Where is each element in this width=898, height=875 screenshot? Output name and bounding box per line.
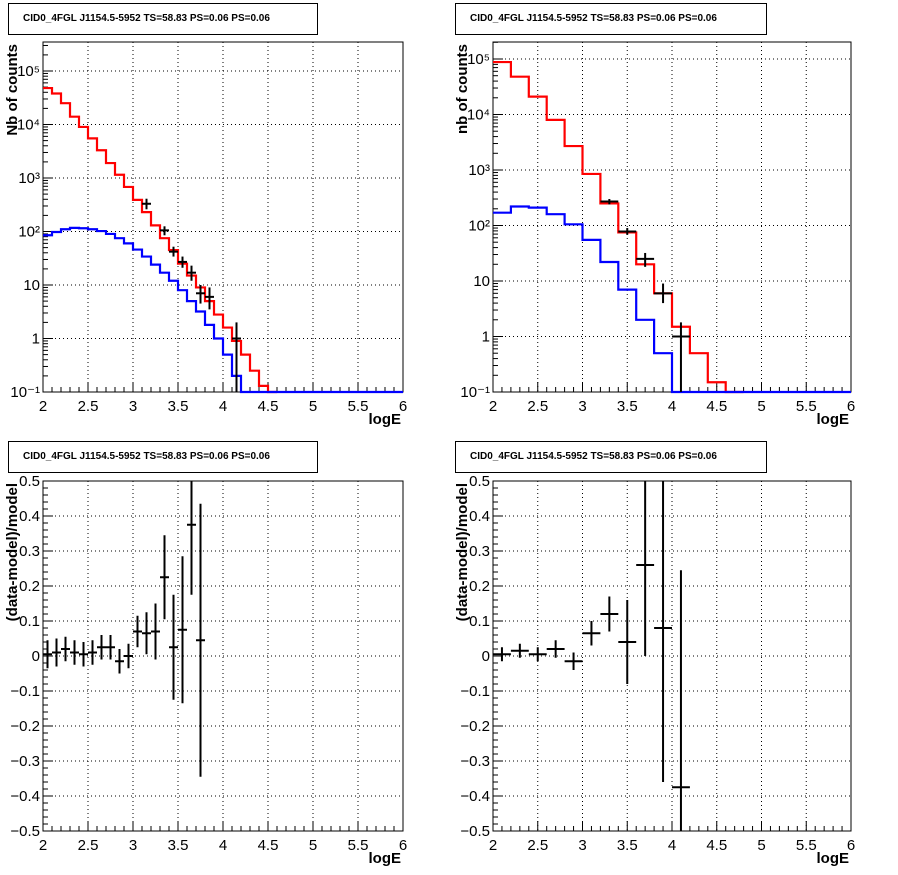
- y-tick-label: 10⁵: [17, 63, 40, 80]
- y-tick-label: 10²: [468, 218, 490, 235]
- x-axis-label: logE: [369, 850, 402, 867]
- x-tick-label: 3: [129, 837, 137, 854]
- y-tick-label: −0.3: [10, 753, 40, 770]
- model-total-line: [493, 60, 744, 394]
- model-background-line: [493, 205, 851, 394]
- x-tick-label: 4: [219, 398, 227, 415]
- y-tick-label: 10²: [18, 224, 40, 241]
- x-tick-label: 2.5: [78, 837, 99, 854]
- x-tick-label: 4.5: [258, 837, 279, 854]
- x-tick-label: 5.5: [348, 837, 369, 854]
- x-tick-label: 3.5: [168, 398, 189, 415]
- chart-title-bottom-left: CID0_4FGL J1154.5-5952 TS=58.83 PS=0.06 …: [8, 441, 318, 473]
- x-tick-label: 3: [578, 837, 586, 854]
- x-tick-label: 3.5: [168, 837, 189, 854]
- y-tick-label: 10⁴: [467, 107, 490, 124]
- x-tick-label: 2.5: [527, 398, 548, 415]
- x-tick-label: 3.5: [617, 837, 638, 854]
- y-tick-label: −0.5: [10, 823, 40, 840]
- y-tick-label: 1: [32, 331, 40, 348]
- y-tick-label: 10⁻¹: [460, 384, 490, 401]
- x-axis-label: logE: [817, 411, 850, 428]
- x-tick-label: 5.5: [796, 398, 817, 415]
- x-tick-label: 5: [757, 837, 765, 854]
- x-tick-label: 3: [129, 398, 137, 415]
- chart-title-top-left: CID0_4FGL J1154.5-5952 TS=58.83 PS=0.06 …: [8, 3, 318, 35]
- x-tick-label: 5: [309, 837, 317, 854]
- y-tick-label: 0.5: [469, 473, 490, 490]
- x-tick-label: 4: [219, 837, 227, 854]
- model-background-line: [43, 226, 403, 394]
- y-tick-label: 0.1: [19, 613, 40, 630]
- y-axis-label: Nb of counts: [4, 44, 21, 136]
- y-tick-label: 0: [32, 648, 40, 665]
- y-tick-label: 10³: [18, 170, 40, 187]
- y-tick-label: 1: [482, 329, 490, 346]
- x-tick-label: 2: [489, 837, 497, 854]
- x-tick-label: 6: [847, 398, 855, 415]
- y-tick-label: 0.3: [469, 543, 490, 560]
- x-tick-label: 3: [578, 398, 586, 415]
- chart-title-top-right: CID0_4FGL J1154.5-5952 TS=58.83 PS=0.06 …: [455, 3, 767, 35]
- y-tick-label: −0.3: [460, 753, 490, 770]
- y-tick-label: 10⁴: [17, 117, 40, 134]
- x-tick-label: 4.5: [706, 398, 727, 415]
- y-tick-label: 0.3: [19, 543, 40, 560]
- y-tick-label: 0.1: [469, 613, 490, 630]
- x-tick-label: 4.5: [258, 398, 279, 415]
- x-axis-label: logE: [817, 850, 850, 867]
- y-tick-label: 0: [482, 648, 490, 665]
- y-tick-label: 10⁻¹: [10, 384, 40, 401]
- y-tick-label: 0.4: [19, 508, 40, 525]
- x-axis-label: logE: [369, 411, 402, 428]
- x-tick-label: 6: [399, 398, 407, 415]
- x-tick-label: 6: [399, 837, 407, 854]
- x-tick-label: 6: [847, 837, 855, 854]
- y-tick-label: 10: [23, 277, 40, 294]
- x-tick-label: 2: [39, 837, 47, 854]
- y-tick-label: −0.4: [10, 788, 40, 805]
- x-tick-label: 3.5: [617, 398, 638, 415]
- y-tick-label: 10: [473, 273, 490, 290]
- x-tick-label: 5.5: [348, 398, 369, 415]
- y-axis-label: (data-model)/model: [4, 483, 21, 621]
- x-tick-label: 5: [757, 398, 765, 415]
- y-axis-label: nb of counts: [454, 44, 471, 134]
- x-tick-label: 4.5: [706, 837, 727, 854]
- y-tick-label: −0.1: [10, 683, 40, 700]
- y-tick-label: 10⁵: [467, 51, 490, 68]
- x-tick-label: 2.5: [527, 837, 548, 854]
- y-tick-label: 0.2: [19, 578, 40, 595]
- y-tick-label: 10³: [468, 162, 490, 179]
- y-tick-label: 0.2: [469, 578, 490, 595]
- y-tick-label: −0.4: [460, 788, 490, 805]
- x-tick-label: 2: [489, 398, 497, 415]
- y-axis-label: (data-model)/model: [454, 483, 471, 621]
- x-tick-label: 5: [309, 398, 317, 415]
- y-tick-label: −0.5: [460, 823, 490, 840]
- x-tick-label: 4: [668, 837, 676, 854]
- y-tick-label: −0.2: [460, 718, 490, 735]
- chart-title-bottom-right: CID0_4FGL J1154.5-5952 TS=58.83 PS=0.06 …: [455, 441, 767, 473]
- y-tick-label: −0.1: [460, 683, 490, 700]
- x-tick-label: 4: [668, 398, 676, 415]
- x-tick-label: 2: [39, 398, 47, 415]
- y-tick-label: 0.4: [469, 508, 490, 525]
- y-tick-label: 0.5: [19, 473, 40, 490]
- x-tick-label: 2.5: [78, 398, 99, 415]
- y-tick-label: −0.2: [10, 718, 40, 735]
- model-total-line: [43, 86, 277, 394]
- x-tick-label: 5.5: [796, 837, 817, 854]
